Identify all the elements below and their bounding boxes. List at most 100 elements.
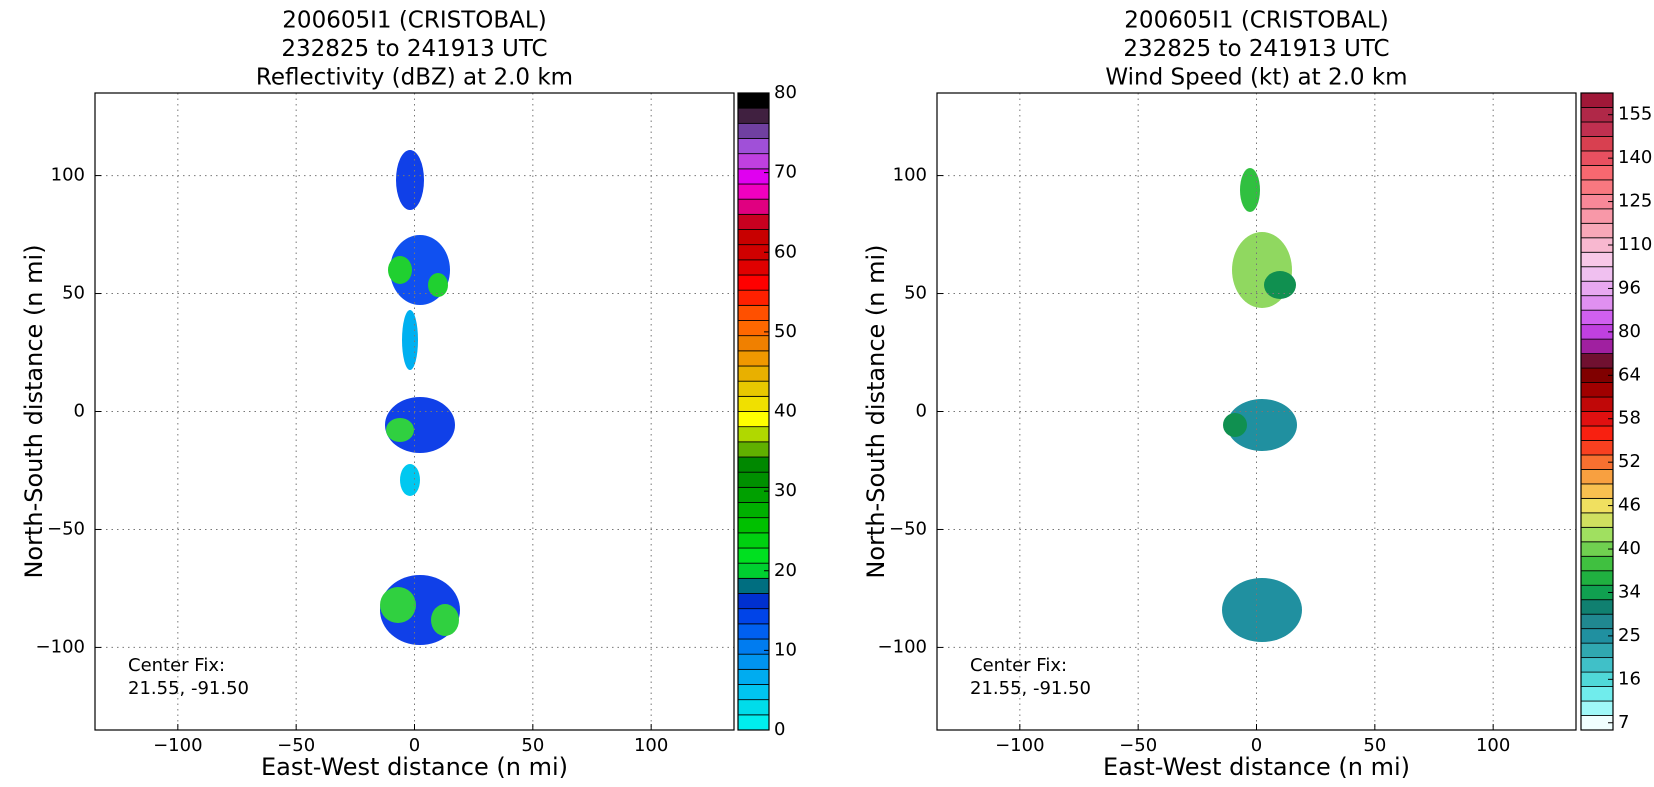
colorbar-tick-label: 40 (774, 401, 797, 422)
echo (396, 150, 424, 210)
colorbar-tick-label: 16 (1618, 668, 1641, 689)
colorbar-level (1580, 164, 1614, 181)
chart-title: 200605I1 (CRISTOBAL) (1124, 8, 1388, 34)
colorbar-level (737, 213, 770, 230)
colorbar-level (1580, 512, 1614, 528)
annotation: Center Fix: (128, 655, 225, 676)
colorbar-level (737, 668, 770, 685)
colorbar-level (737, 653, 770, 670)
colorbar-level (1580, 425, 1614, 441)
colorbar-level (737, 471, 770, 488)
echo (1240, 168, 1260, 212)
echo (1222, 578, 1302, 642)
colorbar-level (1580, 251, 1614, 268)
colorbar-level (1580, 222, 1614, 239)
colorbar-frame (1580, 92, 1614, 731)
echo (431, 604, 459, 636)
y-tick-label: −50 (47, 518, 85, 539)
colorbar-tick-label: 155 (1618, 104, 1652, 125)
colorbar-level (737, 335, 770, 352)
y-tick-label: 0 (916, 401, 927, 422)
colorbar-level (737, 517, 770, 534)
colorbar-level (737, 380, 770, 397)
colorbar-level (737, 714, 770, 731)
colorbar-tick-label: 46 (1618, 495, 1641, 516)
colorbar-level (737, 168, 770, 185)
colorbar-tick-label: 10 (774, 639, 797, 660)
colorbar-level (737, 259, 770, 276)
colorbar-level (737, 153, 770, 170)
colorbar-level (1580, 686, 1614, 702)
colorbar-level (737, 426, 770, 443)
x-tick-label: −50 (277, 735, 315, 756)
echo (428, 273, 448, 297)
annotation: Center Fix: (970, 655, 1067, 676)
x-tick-label: 100 (634, 735, 668, 756)
colorbar-level (1580, 295, 1614, 311)
colorbar-tick-label: 20 (774, 560, 797, 581)
colorbar-level (1580, 570, 1614, 586)
colorbar-level (737, 274, 770, 291)
colorbar-level (737, 320, 770, 337)
colorbar-tick-label: 7 (1618, 712, 1629, 733)
echo (1264, 271, 1296, 299)
chart-title: 200605I1 (CRISTOBAL) (282, 8, 546, 34)
echo (402, 310, 418, 370)
colorbar-level (1580, 483, 1614, 499)
colorbar-level (737, 92, 770, 109)
x-tick-label: 50 (1363, 735, 1386, 756)
x-tick-label: −50 (1119, 735, 1157, 756)
colorbar-level (1580, 92, 1614, 108)
colorbar-level (737, 486, 770, 503)
colorbar-tick-label: 125 (1618, 191, 1652, 212)
colorbar-tick-label: 60 (774, 241, 797, 262)
colorbar-level (1580, 353, 1614, 369)
x-tick-label: −100 (153, 735, 202, 756)
x-tick-label: −100 (995, 735, 1044, 756)
colorbar-level (1580, 309, 1614, 326)
colorbar-level (1580, 208, 1614, 224)
colorbar-level (737, 608, 770, 625)
x-tick-label: 100 (1476, 735, 1510, 756)
colorbar-level (737, 183, 770, 200)
y-tick-label: −50 (889, 518, 927, 539)
annotation: 21.55, -91.50 (128, 678, 249, 699)
colorbar-tick-label: 34 (1618, 581, 1641, 602)
x-tick-label: 50 (521, 735, 544, 756)
colorbar-level (1580, 338, 1614, 354)
y-tick-label: 50 (62, 283, 85, 304)
colorbar-tick-label: 52 (1618, 451, 1641, 472)
colorbar-tick-label: 80 (774, 82, 797, 103)
colorbar-level (737, 441, 770, 458)
echo (1223, 413, 1247, 437)
colorbar-tick-label: 58 (1618, 408, 1641, 429)
colorbar-tick-label: 40 (1618, 538, 1641, 559)
colorbar-level (737, 547, 770, 564)
colorbar-tick-label: 25 (1618, 625, 1641, 646)
colorbar-level (737, 684, 770, 701)
x-tick-label: 0 (409, 735, 420, 756)
colorbar-level (1580, 613, 1614, 630)
chart-title: Wind Speed (kt) at 2.0 km (1105, 65, 1407, 91)
colorbar-level (1580, 599, 1614, 615)
colorbar-level (737, 395, 770, 412)
colorbar-level (737, 593, 770, 610)
y-tick-label: −100 (36, 636, 85, 657)
colorbar-level (737, 107, 770, 124)
echo (386, 418, 414, 442)
y-axis-label: North-South distance (n mi) (20, 244, 48, 578)
colorbar-level (1580, 136, 1614, 152)
colorbar-level (737, 198, 770, 215)
x-tick-label: 0 (1251, 735, 1262, 756)
colorbar-level (737, 229, 770, 246)
colorbar-level (1580, 266, 1614, 282)
annotation: 21.55, -91.50 (970, 678, 1091, 699)
colorbar-level (1580, 555, 1614, 572)
y-tick-label: 100 (893, 165, 927, 186)
colorbar-level (737, 365, 770, 382)
colorbar-tick-label: 140 (1618, 147, 1652, 168)
y-axis-label: North-South distance (n mi) (862, 244, 890, 578)
y-tick-label: 0 (74, 401, 85, 422)
x-axis-label: East-West distance (n mi) (1103, 753, 1410, 781)
